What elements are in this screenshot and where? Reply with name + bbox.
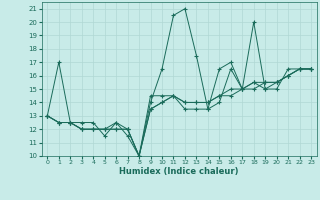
X-axis label: Humidex (Indice chaleur): Humidex (Indice chaleur): [119, 167, 239, 176]
